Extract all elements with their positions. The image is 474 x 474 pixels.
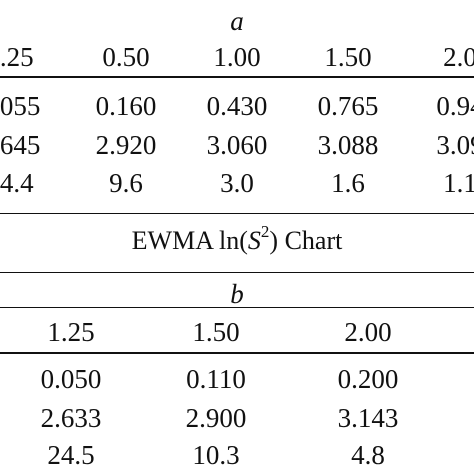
table-cell: 9.6: [109, 168, 143, 198]
upper-header-cell: 2.0: [443, 42, 474, 72]
lower-param-label: b: [230, 279, 244, 309]
table-cell: 10.3: [192, 440, 240, 470]
table-cell: 0.050: [40, 364, 102, 394]
lower-table-title: EWMA ln(S2) Chart: [0, 223, 474, 255]
section-rule: [0, 213, 474, 214]
table-cell: 3.0: [220, 168, 254, 198]
table-cell: 4.8: [351, 440, 385, 470]
title-exponent: 2: [260, 222, 270, 241]
table-cell: 0.055: [0, 91, 41, 121]
table-cell: 0.94: [436, 91, 474, 121]
lower-header-cell: 1.25: [47, 317, 95, 347]
upper-param-label: a: [230, 6, 244, 36]
table-cell: 0.160: [95, 91, 157, 121]
table-cell: 24.5: [47, 440, 95, 470]
table-cell: 3.143: [337, 403, 399, 433]
title-variable: S: [247, 226, 261, 255]
upper-header-cell: 1.50: [324, 42, 372, 72]
table-cell: 0.200: [337, 364, 399, 394]
table-cell: 24.4: [0, 168, 34, 198]
title-prefix: EWMA ln(: [131, 226, 248, 255]
table-cell: 0.765: [317, 91, 379, 121]
upper-header-rule: [0, 76, 474, 78]
table-cell: 0.110: [186, 364, 246, 394]
param-rule: [0, 307, 474, 308]
table-cell: 3.088: [317, 130, 379, 160]
table-cell: 2.645: [0, 130, 41, 160]
lower-header-cell: 1.50: [192, 317, 240, 347]
table-cell: 2.633: [40, 403, 102, 433]
table-cell: 1.6: [331, 168, 365, 198]
upper-header-cell: 0.25: [0, 42, 34, 72]
table-cell: 3.09: [436, 130, 474, 160]
lower-header-rule: [0, 352, 474, 354]
table-cell: 0.430: [206, 91, 268, 121]
upper-header-cell: 0.50: [102, 42, 150, 72]
lower-header-cell: 2.00: [344, 317, 392, 347]
table-cell: 3.060: [206, 130, 268, 160]
title-rule: [0, 272, 474, 273]
title-suffix: ) Chart: [269, 226, 343, 255]
upper-header-cell: 1.00: [213, 42, 261, 72]
table-cell: 2.920: [95, 130, 157, 160]
table-cell: 1.1: [443, 168, 474, 198]
table-cell: 2.900: [185, 403, 247, 433]
